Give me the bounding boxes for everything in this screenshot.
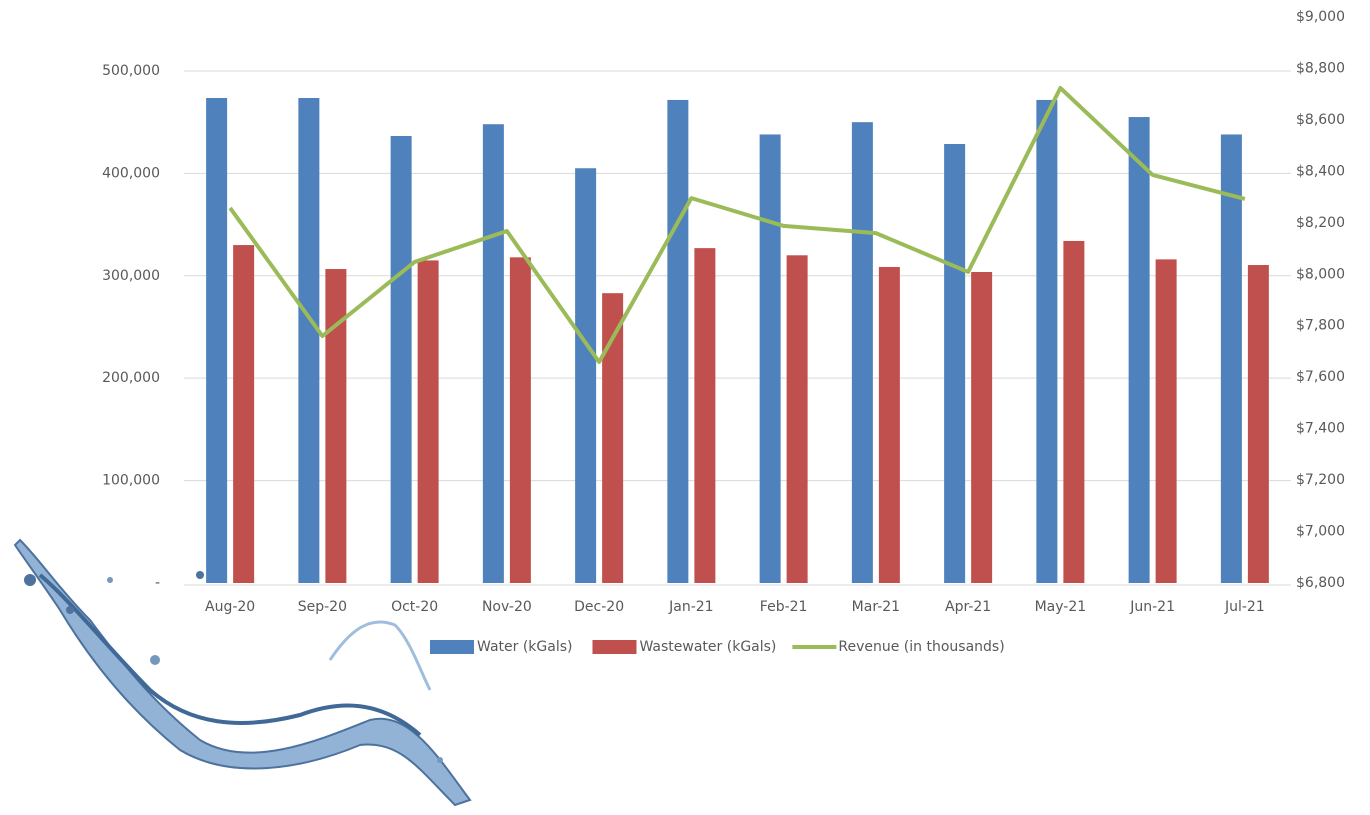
y2-tick-label: $9,000 — [1296, 9, 1345, 25]
y2-tick-label: $8,600 — [1296, 112, 1345, 128]
bar — [298, 98, 320, 583]
bar — [1247, 265, 1269, 583]
y-tick-label: 500,000 — [102, 63, 160, 79]
y-tick-label: 300,000 — [102, 268, 160, 284]
bar — [786, 255, 808, 583]
x-tick-label: Dec-20 — [574, 599, 624, 615]
bar — [667, 99, 689, 583]
x-tick-label: Feb-21 — [760, 599, 808, 615]
bar — [575, 168, 597, 583]
x-tick-label: Nov-20 — [482, 599, 532, 615]
bar — [233, 245, 255, 583]
x-tick-label: Jan-21 — [668, 599, 713, 615]
y2-tick-label: $8,200 — [1296, 215, 1345, 231]
splash-stroke — [38, 573, 422, 737]
y2-tick-label: $8,800 — [1296, 60, 1345, 76]
bar — [1220, 134, 1242, 584]
bar — [944, 143, 966, 584]
x-tick-label: Mar-21 — [852, 599, 900, 615]
bar — [390, 135, 412, 583]
water-splash — [13, 538, 472, 807]
revenue-line — [228, 86, 1246, 365]
x-tick-label: Jun-21 — [1129, 599, 1175, 615]
splash-drop — [437, 757, 443, 763]
bar — [971, 271, 993, 583]
legend-swatch — [430, 640, 474, 654]
bar — [206, 98, 228, 583]
y-tick-label: 400,000 — [102, 165, 160, 181]
x-tick-label: May-21 — [1035, 599, 1087, 615]
y2-tick-label: $7,400 — [1296, 421, 1345, 437]
bar — [1155, 259, 1177, 583]
y2-tick-label: $6,800 — [1296, 575, 1345, 591]
y2-tick-label: $7,200 — [1296, 472, 1345, 488]
bar — [851, 122, 873, 584]
splash-drop — [24, 574, 36, 586]
y-tick-label: 100,000 — [102, 473, 160, 489]
bar — [602, 293, 624, 583]
x-tick-label: Jul-21 — [1224, 599, 1265, 615]
legend-label: Water (kGals) — [477, 639, 572, 655]
y2-tick-label: $7,000 — [1296, 524, 1345, 540]
legend-label: Wastewater (kGals) — [639, 639, 776, 655]
bar — [482, 124, 504, 583]
x-tick-label: Oct-20 — [391, 599, 438, 615]
y2-tick-label: $7,600 — [1296, 369, 1345, 385]
y2-tick-label: $7,800 — [1296, 318, 1345, 334]
bar — [759, 134, 781, 584]
splash-drop — [150, 655, 160, 665]
x-tick-label: Sep-20 — [298, 599, 347, 615]
bar — [694, 248, 716, 584]
bar — [509, 257, 531, 583]
bar — [878, 266, 900, 583]
y-tick-label: 200,000 — [102, 370, 160, 386]
bar — [325, 269, 347, 583]
x-tick-label: Aug-20 — [205, 599, 255, 615]
bar — [1128, 117, 1150, 583]
bar — [417, 260, 439, 583]
splash-drop — [196, 571, 204, 579]
bar — [1063, 240, 1085, 584]
x-tick-label: Apr-21 — [945, 599, 991, 615]
y2-tick-label: $8,400 — [1296, 163, 1345, 179]
splash-stroke — [328, 620, 432, 691]
legend-swatch — [592, 640, 637, 654]
legend-label: Revenue (in thousands) — [838, 639, 1004, 655]
splash-drop — [66, 606, 74, 614]
bar — [1036, 99, 1058, 583]
splash-drop — [107, 577, 113, 583]
y2-tick-label: $8,000 — [1296, 266, 1345, 282]
y-tick-label: - — [155, 575, 160, 591]
